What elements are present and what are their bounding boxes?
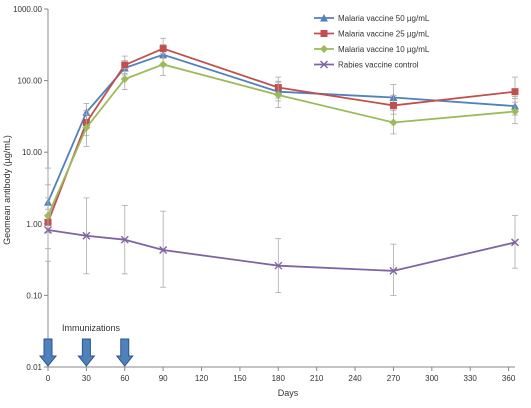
x-tick-label: 180 bbox=[272, 374, 286, 383]
data-point bbox=[120, 75, 129, 84]
immunizations-annotation: Immunizations bbox=[62, 323, 121, 333]
data-point bbox=[82, 123, 91, 132]
x-tick-label: 60 bbox=[120, 374, 129, 383]
x-tick-label: 360 bbox=[502, 374, 516, 383]
plot-area: 0.01 0.10 1.00 10.00 100.00 1000.00 0 30 60 90 120… bbox=[13, 5, 519, 383]
series-line bbox=[47, 53, 516, 203]
data-point bbox=[511, 88, 519, 96]
x-tick-label: 300 bbox=[425, 374, 439, 383]
legend-marker bbox=[320, 14, 328, 22]
y-axis-label: Geomean antibody (µg/mL) bbox=[2, 135, 12, 245]
legend-label: Rabies vaccine control bbox=[338, 61, 419, 70]
y-tick-label: 10.00 bbox=[22, 148, 43, 157]
y-tick-label: 1.00 bbox=[26, 220, 42, 229]
series-line bbox=[47, 229, 516, 272]
y-tick-label: 100.00 bbox=[18, 77, 43, 86]
data-point bbox=[159, 60, 168, 69]
x-tick-label: 0 bbox=[46, 374, 51, 383]
data-point bbox=[389, 118, 398, 127]
x-tick-label: 240 bbox=[348, 374, 362, 383]
legend-marker bbox=[320, 60, 328, 69]
x-axis-label: Days bbox=[278, 388, 299, 398]
data-point bbox=[389, 101, 397, 109]
data-point bbox=[159, 246, 168, 255]
legend-marker bbox=[320, 45, 328, 53]
y-tick-label: 0.10 bbox=[26, 291, 42, 300]
data-point bbox=[274, 261, 283, 270]
x-tick-label: 330 bbox=[464, 374, 478, 383]
y-tick-label: 0.01 bbox=[26, 363, 42, 372]
data-point bbox=[82, 231, 91, 240]
x-tick-label: 90 bbox=[159, 374, 168, 383]
data-point bbox=[511, 107, 519, 116]
x-tick-label: 30 bbox=[82, 374, 91, 383]
immunization-arrow bbox=[77, 338, 96, 367]
x-tick-label: 210 bbox=[310, 374, 324, 383]
x-tick-label: 270 bbox=[387, 374, 401, 383]
immunization-arrow bbox=[115, 338, 134, 367]
x-tick-label: 120 bbox=[195, 374, 209, 383]
legend: Malaria vaccine 50 µg/mL Malaria vaccine … bbox=[314, 14, 430, 70]
data-point bbox=[389, 266, 398, 275]
data-point bbox=[159, 45, 167, 53]
data-point bbox=[274, 90, 283, 99]
x-tick-label: 150 bbox=[233, 374, 247, 383]
series-line bbox=[47, 47, 516, 223]
immunization-arrow bbox=[38, 338, 58, 367]
data-point bbox=[120, 235, 129, 244]
legend-marker bbox=[320, 30, 328, 37]
y-tick-label: 1000.00 bbox=[13, 5, 42, 14]
data-point bbox=[511, 238, 519, 247]
legend-label: Malaria vaccine 10 µg/mL bbox=[338, 45, 430, 54]
data-point bbox=[44, 225, 52, 234]
legend-label: Malaria vaccine 50 µg/mL bbox=[338, 14, 430, 23]
data-point bbox=[121, 61, 129, 69]
legend-label: Malaria vaccine 25 µg/mL bbox=[338, 30, 430, 39]
